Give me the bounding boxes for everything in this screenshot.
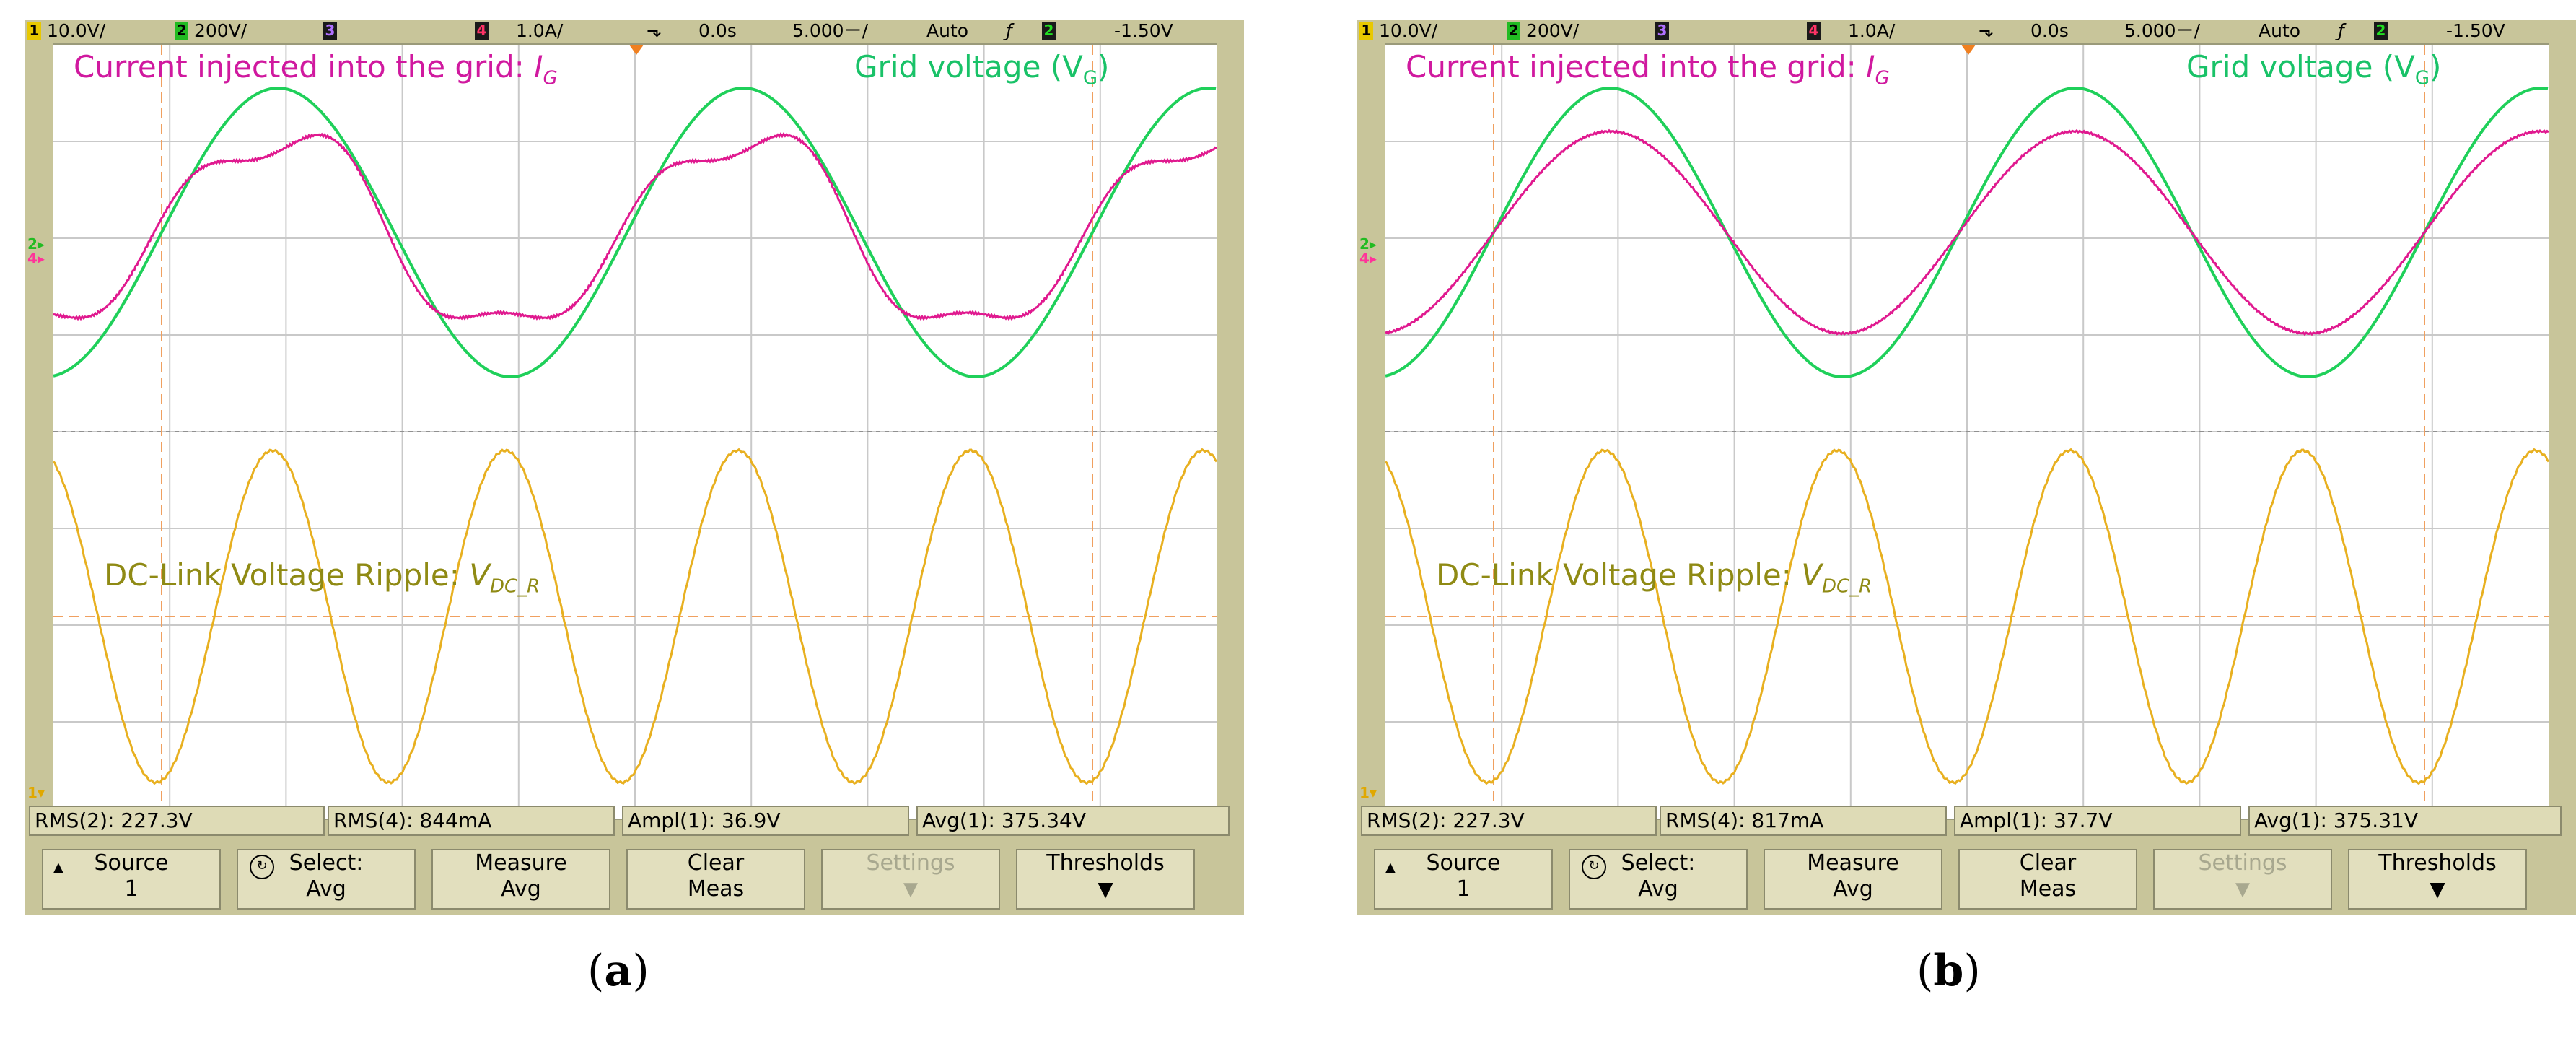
measurement-rms-ch4: RMS(4): 817mA [1660,806,1947,836]
up-arrow-icon: ▲ [1385,860,1396,875]
waveform-canvas [53,45,1217,819]
ripple-trace-label: DC-Link Voltage Ripple: VDC_R [1436,557,1872,598]
measurement-avg-ch1: Avg(1): 375.31V [2248,806,2562,836]
channel-2-badge[interactable]: 2 [1507,22,1520,40]
channel-4-scale: 1.0A/ [515,20,564,41]
settings-softkey[interactable]: Settings ▼ [2153,849,2332,910]
trigger-channel-badge: 2 [1042,22,1056,40]
rotate-knob-icon: ↻ [250,855,274,879]
down-arrow-icon: ▼ [2430,877,2445,901]
waveform-canvas [1385,45,2549,819]
voltage-trace-label: Grid voltage (VG) [854,49,1110,90]
measurement-rms-ch4: RMS(4): 844mA [328,806,615,836]
down-arrow-icon: ▼ [2235,879,2250,900]
channel-1-ground-marker[interactable]: 1▾ [1359,784,1377,801]
channel-4-badge[interactable]: 4 [1807,22,1821,40]
time-scale: 5.000ㄧ/ [2124,20,2200,41]
channel-1-badge[interactable]: 1 [1359,22,1373,40]
thresholds-softkey[interactable]: Thresholds ▼ [2348,849,2527,910]
ripple-trace-label: DC-Link Voltage Ripple: VDC_R [104,557,540,598]
time-position: 0.0s [2030,20,2069,41]
channel-2-scale: 200V/ [1525,20,1580,41]
trigger-slope-icon: ƒ [2338,20,2344,41]
clear-meas-softkey[interactable]: Clear Meas [626,849,805,910]
grid-current-trace [1385,128,2549,336]
channel-1-scale: 10.0V/ [1378,20,1438,41]
current-trace-label: Current injected into the grid: IG [1406,49,1890,90]
channel-1-badge[interactable]: 1 [27,22,41,40]
current-trace-label: Current injected into the grid: IG [74,49,558,90]
oscilloscope-panel-b: 1 10.0V/ 2 200V/ 3 4 1.0A/ ⬎ 0.0s 5.000ㄧ… [1357,20,2576,915]
time-position: 0.0s [698,20,737,41]
waveform-display: Current injected into the grid: IG Grid … [53,43,1217,820]
channel-2-ground-marker[interactable]: 2▸ [1359,235,1377,253]
waveform-display: Current injected into the grid: IG Grid … [1385,43,2549,820]
top-status-bar: 1 10.0V/ 2 200V/ 3 4 1.0A/ ⬎ 0.0s 5.000ㄧ… [25,20,1244,42]
caption-a: (a) [587,946,649,996]
down-arrow-icon: ▼ [903,879,918,900]
measurement-rms-ch2: RMS(2): 227.3V [1361,806,1657,836]
trigger-slope-icon: ƒ [1006,20,1012,41]
channel-2-scale: 200V/ [193,20,247,41]
up-arrow-icon: ▲ [53,860,63,875]
thresholds-softkey[interactable]: Thresholds ▼ [1016,849,1195,910]
settings-softkey[interactable]: Settings ▼ [821,849,1000,910]
rotate-knob-icon: ↻ [1582,855,1606,879]
select-softkey[interactable]: ↻ Select: Avg [1569,849,1748,910]
channel-4-ground-marker[interactable]: 4▸ [27,250,45,267]
dc-link-ripple-trace [1385,448,2549,785]
channel-4-scale: 1.0A/ [1847,20,1896,41]
channel-1-scale: 10.0V/ [46,20,106,41]
trigger-level: -1.50V [1114,20,1173,41]
time-reference-icon: ⬎ [647,20,662,41]
channel-4-badge[interactable]: 4 [475,22,489,40]
grid-voltage-trace [53,87,1217,378]
grid-current-trace [53,132,1217,321]
trigger-mode: Auto [926,20,969,41]
select-softkey[interactable]: ↻ Select: Avg [237,849,416,910]
dc-link-ripple-trace [53,448,1217,785]
trigger-position-marker[interactable] [1961,45,1976,55]
grid-voltage-trace [1385,87,2549,378]
top-status-bar: 1 10.0V/ 2 200V/ 3 4 1.0A/ ⬎ 0.0s 5.000ㄧ… [1357,20,2576,42]
source-softkey[interactable]: ▲ Source 1 [1374,849,1553,910]
voltage-trace-label: Grid voltage (VG) [2186,49,2442,90]
channel-4-ground-marker[interactable]: 4▸ [1359,250,1377,267]
channel-1-ground-marker[interactable]: 1▾ [27,784,45,801]
clear-meas-softkey[interactable]: Clear Meas [1958,849,2137,910]
measurement-avg-ch1: Avg(1): 375.34V [916,806,1230,836]
measurement-rms-ch2: RMS(2): 227.3V [29,806,325,836]
channel-3-badge[interactable]: 3 [1655,22,1669,40]
channel-2-badge[interactable]: 2 [175,22,188,40]
trigger-channel-badge: 2 [2374,22,2388,40]
down-arrow-icon: ▼ [1098,877,1113,901]
time-reference-icon: ⬎ [1979,20,1994,41]
trigger-mode: Auto [2259,20,2301,41]
measurement-ampl-ch1: Ampl(1): 37.7V [1954,806,2241,836]
trigger-level: -1.50V [2446,20,2505,41]
channel-2-ground-marker[interactable]: 2▸ [27,235,45,253]
measure-softkey[interactable]: Measure Avg [1764,849,1942,910]
oscilloscope-panel-a: 1 10.0V/ 2 200V/ 3 4 1.0A/ ⬎ 0.0s 5.000ㄧ… [25,20,1244,915]
measure-softkey[interactable]: Measure Avg [431,849,610,910]
time-scale: 5.000ㄧ/ [792,20,868,41]
trigger-position-marker[interactable] [629,45,644,55]
caption-b: (b) [1916,946,1981,996]
source-softkey[interactable]: ▲ Source 1 [42,849,221,910]
measurement-ampl-ch1: Ampl(1): 36.9V [622,806,909,836]
channel-3-badge[interactable]: 3 [323,22,337,40]
